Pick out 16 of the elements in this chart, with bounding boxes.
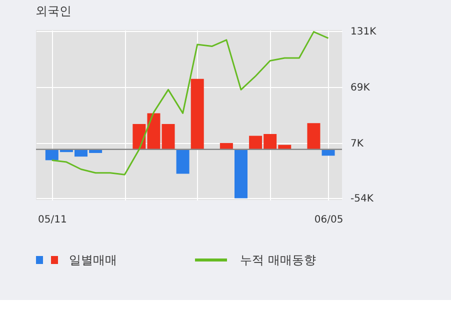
legend-label: 일별매매 [69,253,117,267]
bar [220,143,233,150]
legend-label: 누적 매매동향 [240,253,316,267]
bar [190,78,204,150]
chart-title: 외국인 [35,4,72,18]
line-series [51,31,330,176]
bar [234,149,248,198]
x-tick-label: 05/11 [38,214,67,226]
bar [162,124,175,150]
bar [176,149,190,174]
y-tick-label: 69K [350,82,370,94]
y-tick-label: -54K [350,194,374,205]
x-tick-label: 06/05 [314,214,344,226]
bar [307,123,320,150]
y-tick-label: 7K [350,138,364,150]
y-tick-label: 131K [350,26,377,38]
